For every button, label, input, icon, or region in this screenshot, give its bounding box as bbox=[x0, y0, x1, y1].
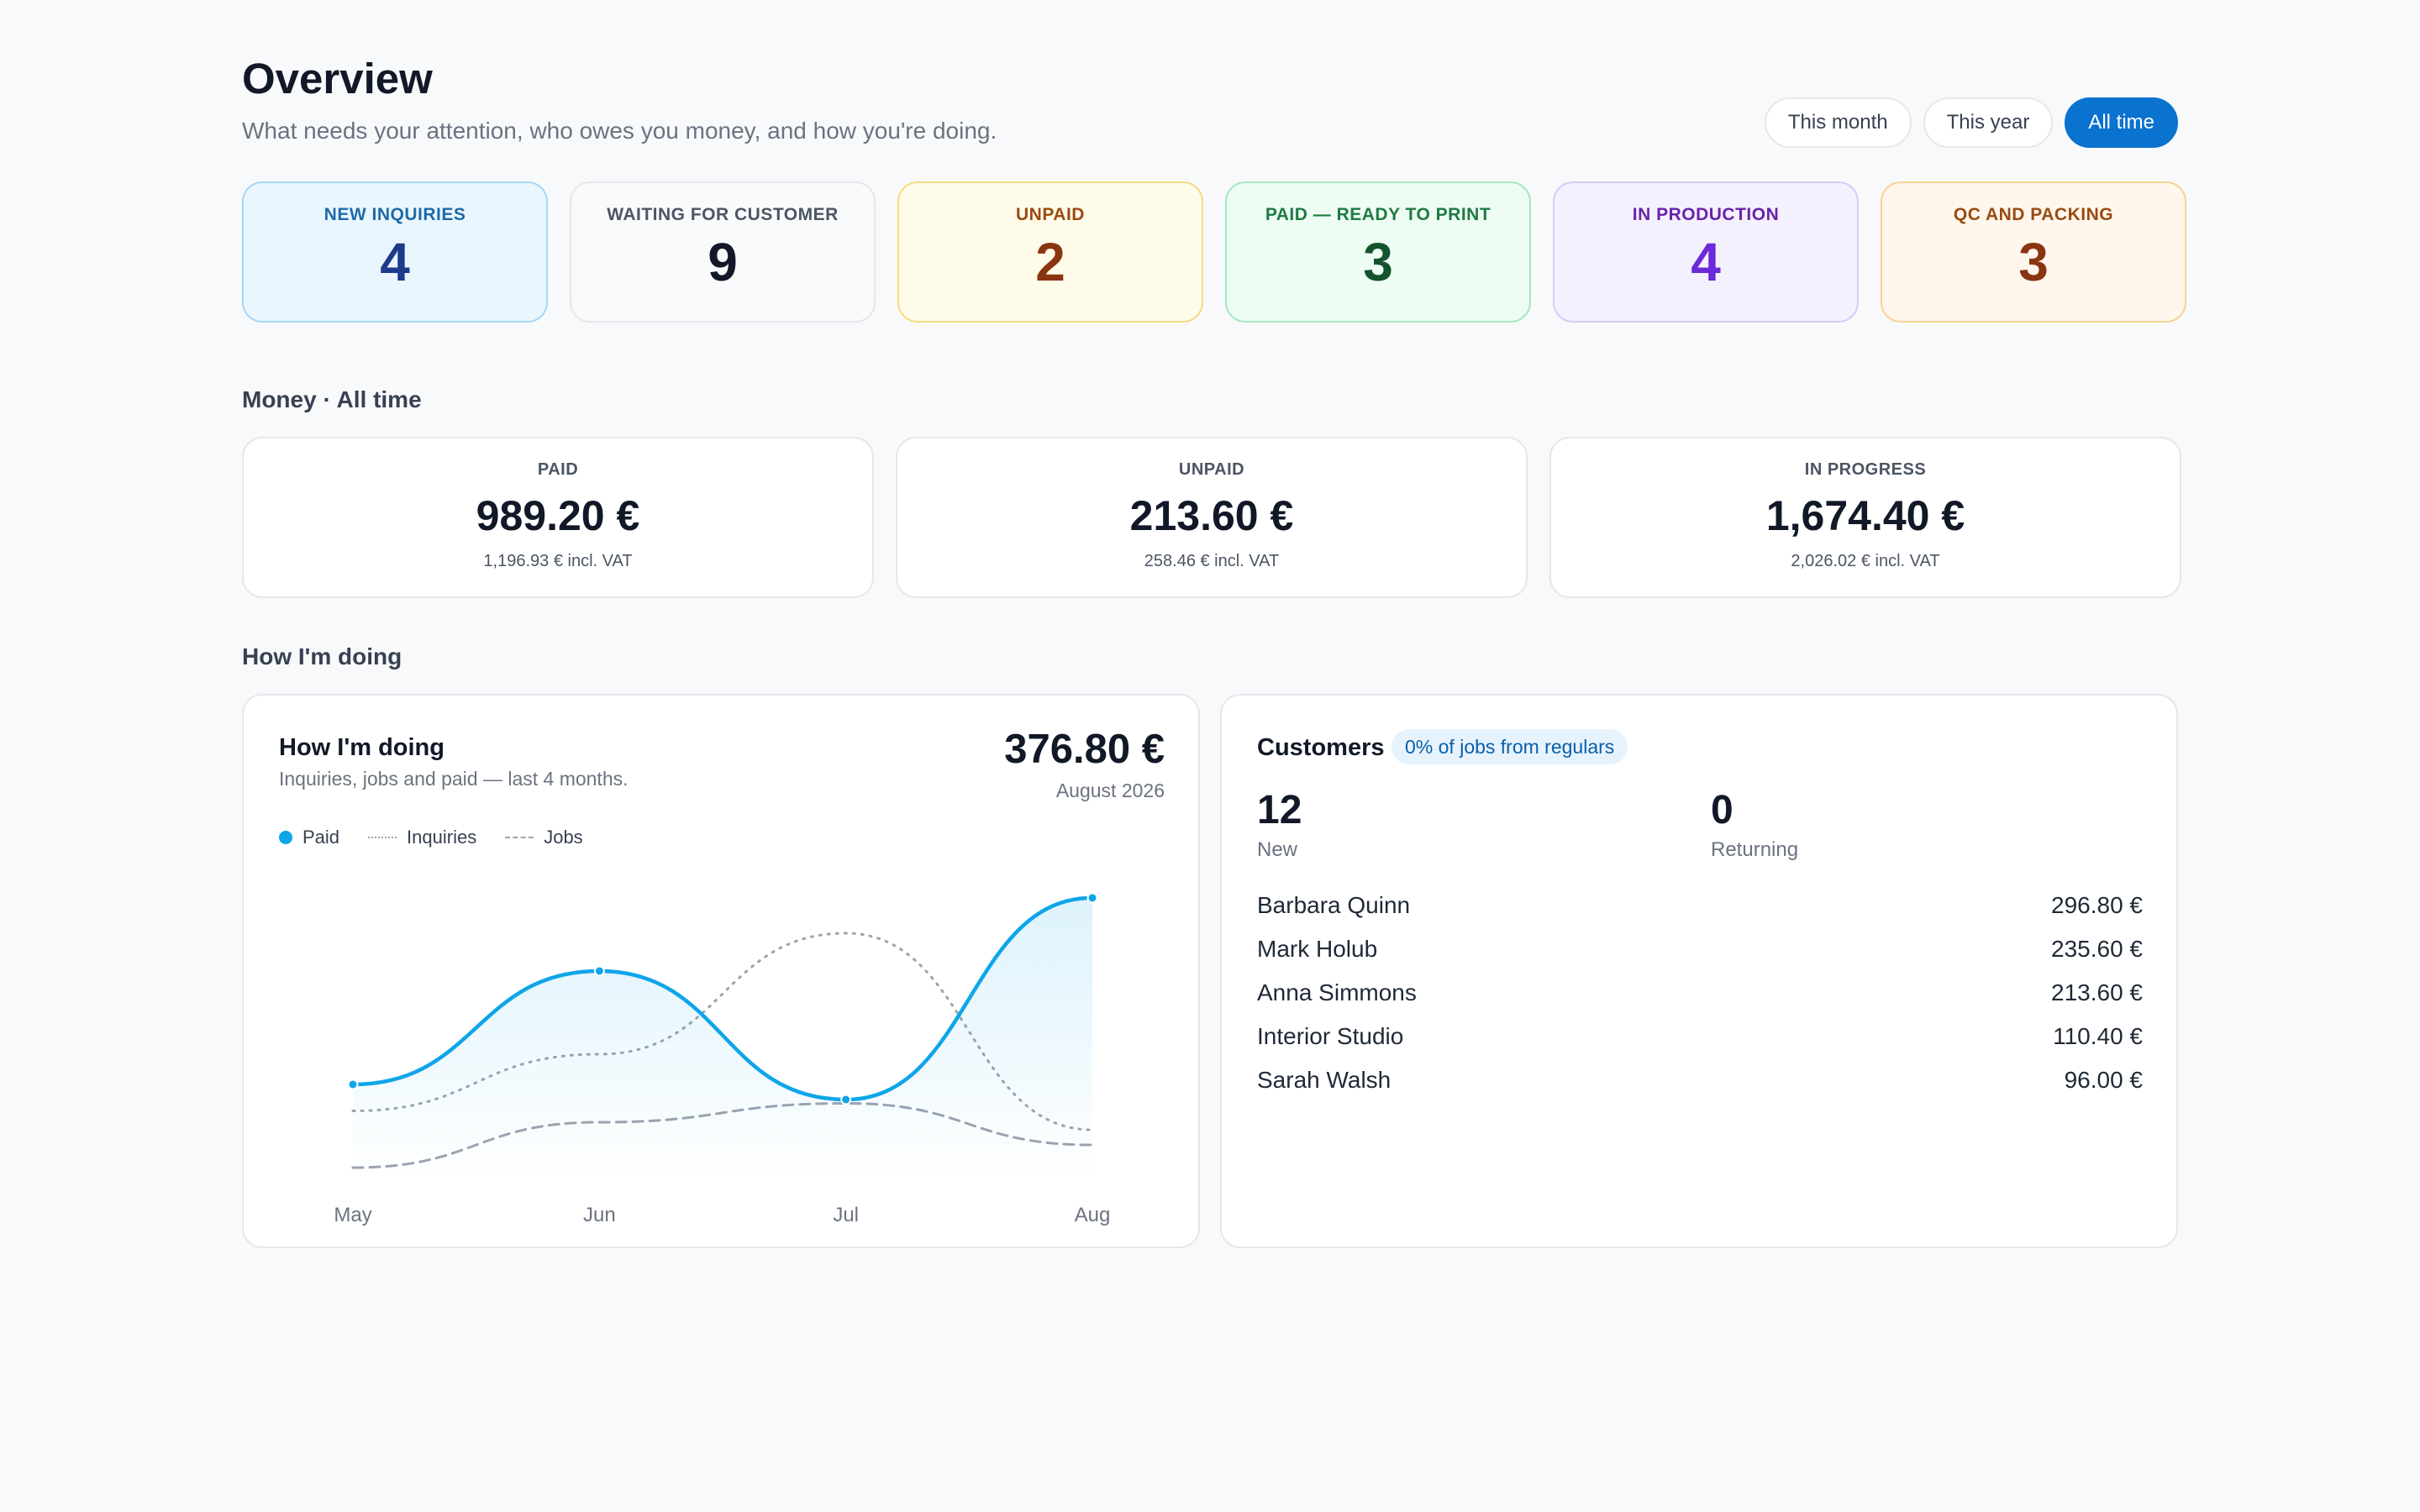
customer-amount: 235.60 € bbox=[2051, 936, 2143, 962]
customer-name: Interior Studio bbox=[1257, 1023, 1404, 1049]
performance-chart-card: May Jun Jul Aug How I'm doing Inquiries, jo… bbox=[242, 694, 1200, 1248]
money-vat: 2,026.02 € incl. VAT bbox=[1791, 552, 1940, 570]
legend-label: Inquiries bbox=[407, 827, 477, 848]
money-card-paid: PAID 989.20 € 1,196.93 € incl. VAT bbox=[242, 437, 874, 598]
chart-legend: Paid Inquiries Jobs bbox=[279, 827, 583, 848]
status-label: QC AND PACKING bbox=[1953, 205, 2114, 224]
customer-name: Anna Simmons bbox=[1257, 979, 1417, 1005]
status-label: NEW INQUIRIES bbox=[324, 205, 466, 224]
filter-this-month-button[interactable]: This month bbox=[1764, 97, 1912, 148]
money-label: IN PROGRESS bbox=[1804, 460, 1927, 479]
page-subtitle: What needs your attention, who owes you … bbox=[242, 118, 997, 144]
customer-amount: 110.40 € bbox=[2053, 1023, 2143, 1049]
money-label: PAID bbox=[537, 460, 579, 479]
dashed-line-icon bbox=[505, 837, 534, 838]
customer-row[interactable]: Barbara Quinn 296.80 € bbox=[1257, 884, 2143, 927]
status-count: 3 bbox=[2018, 232, 2049, 292]
legend-jobs: Jobs bbox=[505, 827, 583, 848]
money-amount: 1,674.40 € bbox=[1765, 492, 1965, 539]
new-customers-stat: 12 New bbox=[1257, 786, 1302, 862]
paid-dot-icon bbox=[279, 831, 292, 844]
status-count: 2 bbox=[1035, 232, 1065, 292]
stat-label: Returning bbox=[1711, 837, 1799, 861]
top-customers-list: Barbara Quinn 296.80 € Mark Holub 235.60… bbox=[1257, 884, 2143, 1102]
status-label: WAITING FOR CUSTOMER bbox=[607, 205, 839, 224]
money-cards: PAID 989.20 € 1,196.93 € incl. VAT UNPAI… bbox=[242, 437, 2181, 598]
chart-subtitle: Inquiries, jobs and paid — last 4 months… bbox=[279, 768, 629, 790]
chart-period: August 2026 bbox=[1055, 780, 1165, 801]
customer-amount: 213.60 € bbox=[2051, 979, 2143, 1005]
legend-inquiries: Inquiries bbox=[368, 827, 476, 848]
money-vat: 1,196.93 € incl. VAT bbox=[483, 552, 633, 570]
status-count: 4 bbox=[1691, 232, 1721, 292]
paid-point-may bbox=[347, 1079, 359, 1090]
customer-name: Sarah Walsh bbox=[1257, 1067, 1392, 1093]
stat-value: 12 bbox=[1257, 788, 1302, 832]
paid-point-aug bbox=[1086, 892, 1098, 904]
status-label: IN PRODUCTION bbox=[1632, 205, 1780, 224]
customer-row[interactable]: Sarah Walsh 96.00 € bbox=[1257, 1058, 2143, 1102]
status-cards: NEW INQUIRIES 4 WAITING FOR CUSTOMER 9 U… bbox=[242, 181, 2186, 323]
x-tick-label: Jun bbox=[583, 1204, 616, 1226]
x-tick-label: May bbox=[334, 1204, 371, 1226]
legend-paid: Paid bbox=[279, 827, 339, 848]
status-count: 4 bbox=[380, 232, 410, 292]
filter-this-year-button[interactable]: This year bbox=[1923, 97, 2054, 148]
paid-point-jun bbox=[593, 965, 605, 977]
status-card-unpaid[interactable]: UNPAID 2 bbox=[897, 181, 1203, 323]
stat-value: 0 bbox=[1711, 788, 1733, 832]
status-label: PAID — READY TO PRINT bbox=[1265, 205, 1491, 224]
chart-title: How I'm doing bbox=[279, 734, 445, 761]
filter-all-time-button[interactable]: All time bbox=[2065, 97, 2178, 148]
x-tick-label: Aug bbox=[1075, 1204, 1111, 1226]
customer-name: Barbara Quinn bbox=[1257, 892, 1411, 918]
status-count: 3 bbox=[1363, 232, 1393, 292]
regulars-badge: 0% of jobs from regulars bbox=[1392, 729, 1628, 764]
paid-area bbox=[353, 897, 1092, 1183]
doing-section-title: How I'm doing bbox=[242, 643, 402, 669]
customers-card: Customers 0% of jobs from regulars 12 Ne… bbox=[1220, 694, 2178, 1248]
money-card-unpaid: UNPAID 213.60 € 258.46 € incl. VAT bbox=[896, 437, 1528, 598]
customer-amount: 96.00 € bbox=[2064, 1067, 2143, 1093]
customer-amount: 296.80 € bbox=[2051, 892, 2143, 918]
status-card-new-inquiries[interactable]: NEW INQUIRIES 4 bbox=[242, 181, 548, 323]
customers-title: Customers bbox=[1257, 734, 1385, 761]
status-card-waiting-for-customer[interactable]: WAITING FOR CUSTOMER 9 bbox=[570, 181, 876, 323]
x-tick-label: Jul bbox=[833, 1204, 859, 1226]
customer-row[interactable]: Anna Simmons 213.60 € bbox=[1257, 971, 2143, 1015]
money-vat: 258.46 € incl. VAT bbox=[1144, 552, 1280, 570]
money-amount: 989.20 € bbox=[476, 492, 640, 539]
customer-row[interactable]: Mark Holub 235.60 € bbox=[1257, 927, 2143, 971]
inquiries-line bbox=[351, 932, 1094, 1131]
period-filter: This month This year All time bbox=[1764, 97, 2178, 148]
status-card-paid-ready-to-print[interactable]: PAID — READY TO PRINT 3 bbox=[1225, 181, 1531, 323]
stat-label: New bbox=[1257, 837, 1298, 861]
paid-line bbox=[350, 895, 1095, 1102]
status-label: UNPAID bbox=[1016, 205, 1085, 224]
status-card-qc-and-packing[interactable]: QC AND PACKING 3 bbox=[1881, 181, 2186, 323]
money-label: UNPAID bbox=[1178, 460, 1245, 479]
legend-label: Jobs bbox=[544, 827, 583, 848]
money-amount: 213.60 € bbox=[1129, 492, 1294, 539]
performance-chart: May Jun Jul Aug bbox=[334, 892, 1111, 1226]
page-title: Overview bbox=[242, 55, 433, 102]
customer-name: Mark Holub bbox=[1257, 936, 1378, 962]
status-card-in-production[interactable]: IN PRODUCTION 4 bbox=[1553, 181, 1859, 323]
chart-total-amount: 376.80 € bbox=[1004, 727, 1165, 772]
paid-point-jul bbox=[840, 1094, 852, 1105]
dotted-line-icon bbox=[368, 837, 397, 838]
returning-customers-stat: 0 Returning bbox=[1711, 786, 1798, 862]
money-card-in-progress: IN PROGRESS 1,674.40 € 2,026.02 € incl. … bbox=[1549, 437, 2181, 598]
legend-label: Paid bbox=[302, 827, 340, 848]
customer-row[interactable]: Interior Studio 110.40 € bbox=[1257, 1015, 2143, 1058]
money-section-title: Money · All time bbox=[242, 386, 422, 412]
status-count: 9 bbox=[708, 232, 738, 292]
